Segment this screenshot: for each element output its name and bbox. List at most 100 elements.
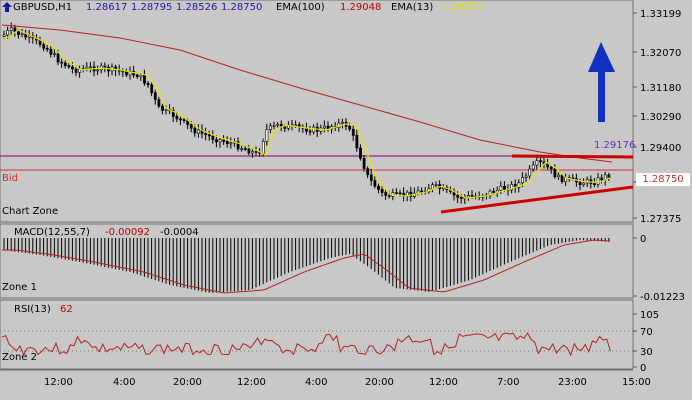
candle-body [164, 109, 168, 112]
time-tick-label: 4:00 [113, 377, 135, 388]
candle-body [521, 177, 524, 184]
candle-body [240, 148, 244, 150]
candle-body [600, 177, 604, 181]
rsi-tick-label: 105 [640, 310, 659, 321]
candle-body [323, 125, 326, 129]
rsi-value: 62 [60, 304, 73, 315]
candle-body [434, 184, 438, 186]
candle-body [13, 27, 17, 32]
price-tick-label: 1.31180 [640, 83, 681, 94]
candle-body [366, 168, 370, 176]
candle-body [157, 99, 161, 107]
ema-fast-value: 1.28553 [442, 2, 484, 13]
macd-panel-frame [0, 223, 634, 299]
macd-area[interactable] [2, 238, 611, 294]
candle-body [387, 195, 391, 197]
support-trendline[interactable] [440, 185, 634, 214]
rsi-axis: 105 70 30 0 [633, 310, 659, 374]
candle-body [549, 166, 553, 170]
open-value: 1.28617 [86, 2, 128, 13]
candle-body [53, 53, 56, 56]
candle-body [236, 141, 240, 150]
macd-tick-label: 0 [640, 234, 646, 245]
candle-body [2, 34, 6, 37]
candle-body [546, 163, 550, 168]
candle-body [161, 105, 164, 111]
candle-body [593, 183, 596, 185]
candle-body [85, 66, 89, 69]
price-axis: 1.33199 1.32070 1.31180 1.30290 1.29400 … [633, 9, 681, 225]
candle-body [229, 142, 233, 145]
time-tick-label: 4:00 [305, 377, 327, 388]
time-tick-label: 20:00 [173, 377, 202, 388]
candle-body [596, 177, 600, 185]
candle-body [215, 139, 218, 143]
candle-body [269, 125, 272, 130]
ema-slow-line [1, 24, 613, 163]
macd-value-main: -0.00092 [105, 227, 150, 238]
candle-body [312, 126, 316, 133]
candle-body [17, 31, 20, 35]
candle-body [459, 197, 463, 199]
price-area[interactable] [0, 22, 633, 204]
candle-body [143, 74, 146, 84]
rsi-title: RSI(13) [14, 304, 51, 315]
candle-body [265, 129, 269, 142]
time-tick-label: 15:00 [622, 377, 651, 388]
low-value: 1.28526 [176, 2, 218, 13]
candle-body [103, 65, 107, 68]
candle-body [359, 147, 362, 159]
rsi-area[interactable] [0, 330, 633, 357]
hline-price-label: 1.29176 [594, 140, 636, 151]
candle-body [355, 135, 359, 149]
candle-body [71, 66, 74, 70]
candle-body [189, 124, 193, 129]
rsi-tick-label: 0 [640, 363, 646, 374]
chart-arrow-icon [2, 2, 12, 16]
candle-body [276, 123, 280, 126]
candle-body [45, 47, 49, 50]
resistance-trendline[interactable] [511, 154, 634, 159]
ema-slow-value: 1.29048 [340, 2, 382, 13]
candle-body [197, 129, 200, 134]
up-arrow-icon[interactable] [588, 42, 615, 122]
candle-body [247, 148, 251, 154]
candle-body [420, 190, 424, 193]
candle-body [305, 128, 308, 132]
macd-tick-label: -0.01223 [640, 292, 685, 303]
candle-body [535, 160, 539, 166]
candle-body [125, 71, 128, 76]
candle-body [193, 127, 197, 134]
candle-body [373, 180, 377, 187]
candle-body [204, 133, 208, 136]
candle-body [395, 192, 398, 194]
candle-body [49, 48, 53, 55]
candle-body [294, 124, 298, 127]
candle-body [9, 27, 13, 31]
candle-body [67, 65, 71, 68]
symbol-timeframe: GBPUSD,H1 [13, 2, 73, 13]
candle-body [326, 125, 330, 130]
macd-zone-label: Zone 1 [2, 282, 37, 293]
macd-title: MACD(12,55,7) [14, 227, 90, 238]
candle-body [27, 35, 31, 38]
ema-fast-label: EMA(13) [391, 2, 434, 13]
candle-body [96, 69, 100, 72]
current-price-badge: 1.28750 [636, 173, 690, 186]
candle-body [283, 126, 287, 129]
candle-body [510, 184, 514, 191]
candle-body [254, 151, 258, 153]
candle-body [20, 33, 24, 36]
candle-body [557, 174, 560, 178]
price-tick-label: 1.33199 [640, 9, 681, 20]
candle-body [553, 168, 557, 178]
rsi-panel-frame [0, 299, 634, 370]
macd-axis: 0 -0.01223 [633, 234, 685, 303]
time-tick-label: 12:00 [44, 377, 73, 388]
candle-body [218, 139, 222, 143]
candle-body [243, 148, 247, 150]
macd-value-signal: -0.0004 [160, 227, 199, 238]
candle-body [578, 181, 582, 186]
